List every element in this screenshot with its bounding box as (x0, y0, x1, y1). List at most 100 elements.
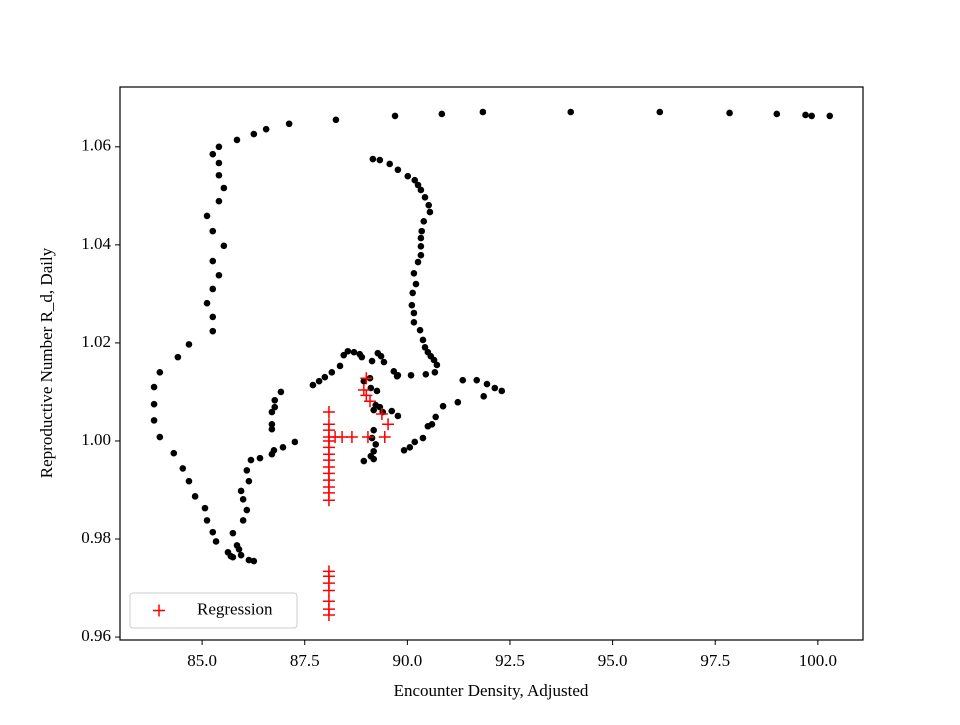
dot-marker (422, 370, 430, 378)
dot-marker (417, 243, 425, 250)
dot-marker (432, 413, 439, 421)
plus-marker (322, 406, 335, 419)
dot-marker (215, 271, 223, 279)
plus-marker (322, 584, 335, 597)
legend-box (129, 592, 298, 629)
dot-marker (726, 109, 733, 117)
plus-marker (363, 395, 376, 408)
dot-marker (386, 160, 393, 168)
dot-marker (209, 227, 217, 235)
dot-marker (215, 159, 223, 167)
dot-marker (179, 465, 187, 472)
dot-marker (220, 242, 228, 250)
dot-marker (368, 434, 376, 442)
dot-marker (229, 529, 237, 537)
dot-marker (400, 446, 408, 454)
dot-marker (370, 406, 377, 414)
dot-marker (433, 361, 441, 369)
x-tick-label: 92.5 (495, 651, 525, 670)
plus-marker (322, 608, 335, 621)
dot-marker (150, 417, 158, 424)
y-tick-label: 1.06 (81, 136, 111, 155)
dot-marker (491, 384, 499, 392)
y-tick-label: 0.98 (81, 528, 111, 547)
dot-marker (406, 444, 414, 451)
dot-marker (285, 120, 293, 128)
dot-marker (315, 377, 323, 385)
dot-marker (498, 387, 506, 395)
dot-marker (277, 388, 285, 396)
dot-marker (409, 289, 416, 297)
plot-frame (119, 86, 864, 641)
dot-marker (425, 201, 432, 209)
dot-marker (438, 110, 446, 118)
dot-marker (368, 357, 376, 365)
x-tick-label: 95.0 (598, 651, 628, 670)
dot-marker (410, 269, 418, 277)
dot-marker (332, 116, 340, 124)
dot-marker (410, 319, 418, 326)
dot-marker (418, 227, 426, 235)
plus-marker (378, 431, 391, 444)
dot-marker (250, 557, 258, 565)
dot-marker (369, 155, 377, 163)
dot-marker (209, 257, 217, 265)
plus-marker (360, 372, 373, 385)
dot-marker (321, 373, 329, 381)
dot-marker (439, 402, 447, 410)
dot-marker (209, 150, 217, 158)
dot-marker (656, 108, 664, 116)
dot-marker (235, 546, 243, 553)
dot-marker (336, 362, 344, 370)
dot-marker (268, 408, 276, 416)
dot-marker (431, 369, 439, 376)
dot-marker (360, 457, 368, 465)
dot-marker (377, 352, 385, 360)
dot-marker (360, 377, 368, 385)
dot-marker (421, 344, 429, 351)
dot-marker (421, 194, 429, 201)
x-tick-label: 100.0 (799, 651, 837, 670)
dot-marker (388, 407, 396, 415)
dot-marker (245, 477, 253, 485)
legend-label: Regression (197, 599, 273, 618)
dot-marker (420, 218, 428, 225)
dot-marker (344, 347, 352, 355)
dot-marker (419, 434, 427, 442)
dot-marker (417, 234, 425, 242)
dot-marker (414, 181, 422, 189)
dot-marker (411, 438, 419, 446)
dot-marker (483, 380, 491, 388)
dot-marker (150, 383, 158, 391)
dot-marker (268, 425, 276, 433)
dot-marker (156, 369, 164, 376)
dot-marker (426, 208, 434, 216)
dot-marker (203, 212, 211, 220)
dot-marker (370, 426, 377, 434)
dot-marker (370, 447, 377, 455)
dot-marker (376, 156, 384, 164)
y-tick-label: 1.04 (81, 234, 111, 253)
dot-marker (243, 467, 251, 474)
dot-marker (209, 528, 217, 536)
dot-marker (394, 166, 402, 174)
dot-marker (229, 553, 237, 561)
dot-marker (370, 455, 377, 463)
y-axis-label: Reproductive Number R_d, Daily (37, 247, 56, 478)
dot-marker (773, 110, 781, 118)
dot-marker (279, 444, 287, 451)
dot-marker (567, 108, 575, 116)
x-tick-label: 97.5 (700, 651, 730, 670)
dot-marker (233, 136, 241, 144)
dot-marker (373, 387, 381, 395)
x-tick-label: 90.0 (392, 651, 422, 670)
dot-marker (417, 251, 425, 259)
dot-marker (212, 538, 220, 545)
dot-marker (215, 143, 223, 151)
dot-marker (271, 403, 279, 411)
plus-marker (357, 383, 370, 396)
dot-marker (358, 353, 366, 361)
dot-marker (239, 517, 247, 524)
dot-marker (419, 336, 427, 344)
